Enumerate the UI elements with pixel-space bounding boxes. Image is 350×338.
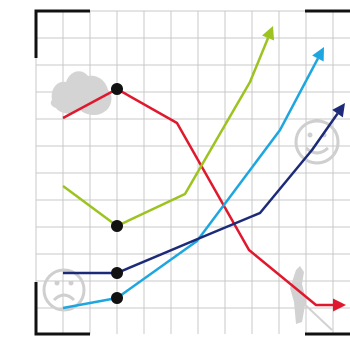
frame-corner-bottom-left [34,282,90,336]
red-line-arrowhead [333,298,346,312]
standing-figure-icon [290,266,333,331]
cyan-line-path [62,57,320,310]
series-node [111,292,123,304]
cyan-line [62,47,324,310]
navy-line [63,103,345,275]
frame-corner-top-left [34,9,90,58]
green-line-path [62,37,270,228]
red-line [62,87,346,312]
navy-line-path [63,112,339,275]
navy-line-arrowhead [332,103,345,118]
corner-frame [34,9,350,336]
smiley-sad-icon [42,268,86,312]
series-node [111,83,123,95]
red-line-path [62,87,333,307]
green-line-arrowhead [262,26,275,41]
series-nodes [111,83,123,304]
series-node [111,267,123,279]
cloud-shape-icon [50,71,112,116]
series-lines [62,26,346,312]
green-line [62,26,275,228]
series-node [111,220,123,232]
cyan-line-arrowhead [312,47,324,62]
